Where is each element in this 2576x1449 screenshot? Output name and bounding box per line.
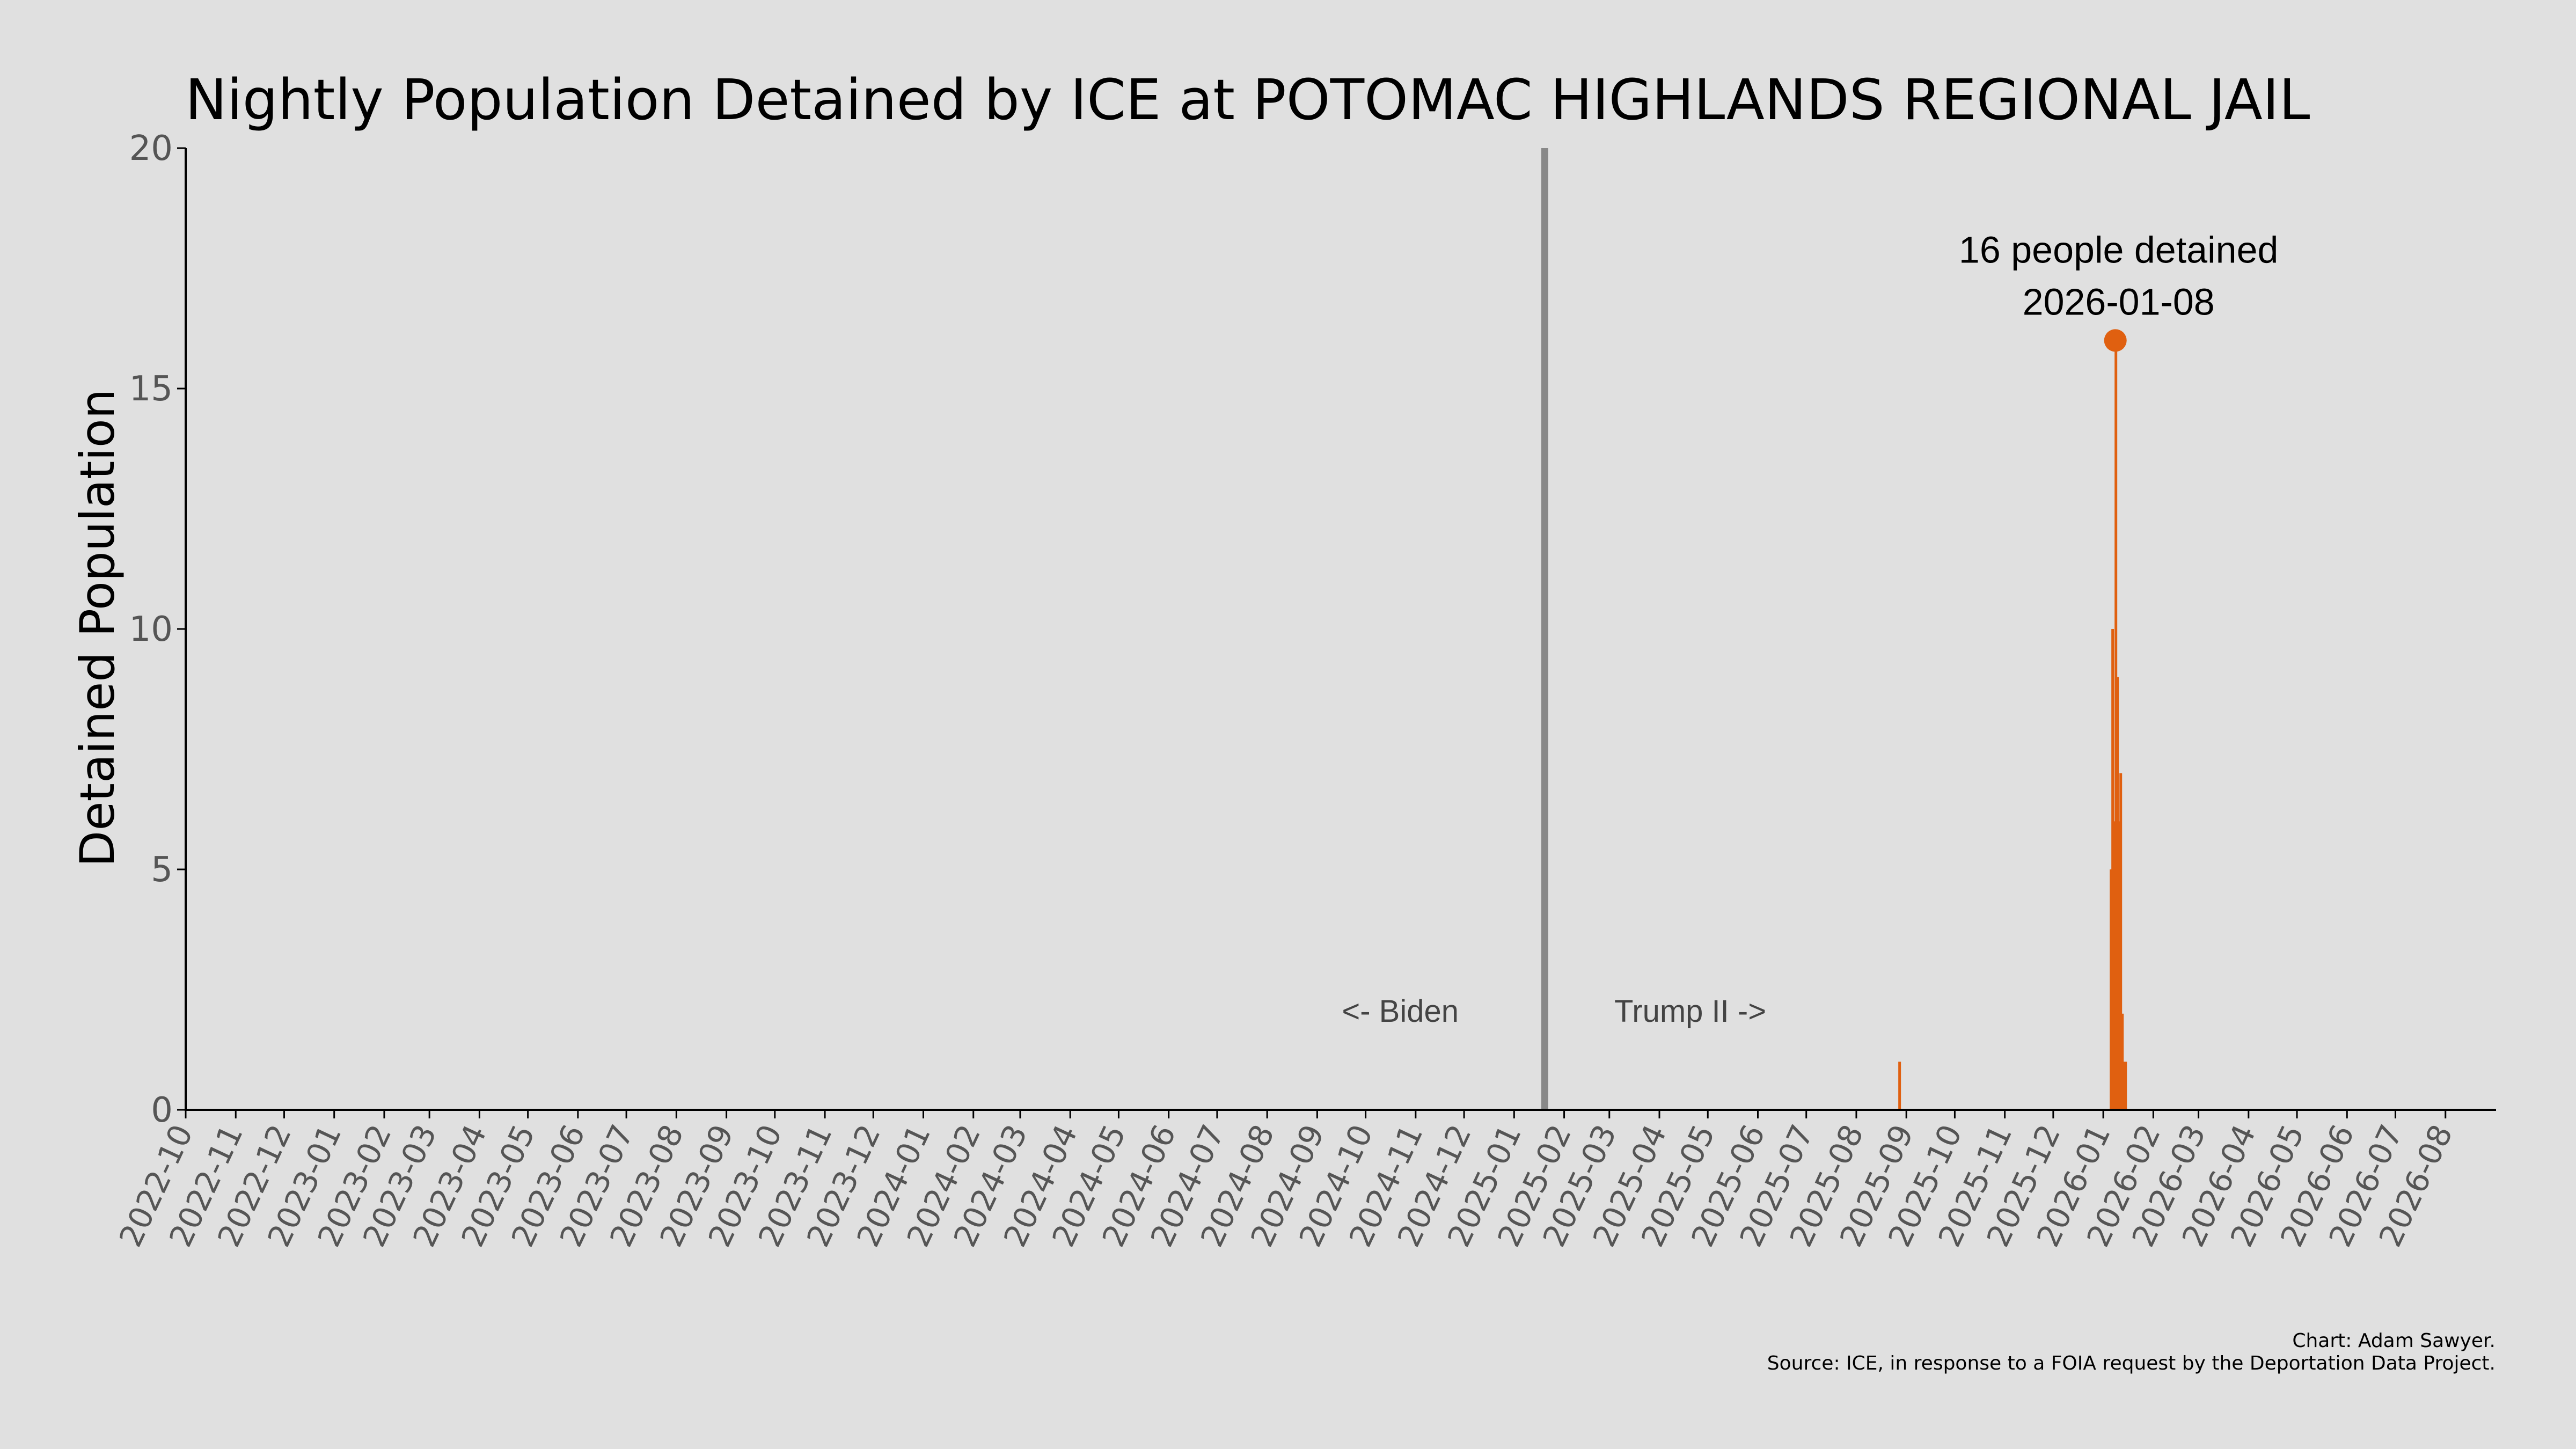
bar (2118, 821, 2121, 1110)
y-ticks: 0 5 10 15 20 (129, 129, 186, 1130)
bar (2123, 1062, 2126, 1110)
bar (2113, 821, 2116, 1110)
bars-layer (1898, 340, 2127, 1110)
credit-author: Chart: Adam Sawyer. (2292, 1330, 2496, 1352)
bar (2116, 677, 2119, 1110)
bar (2114, 340, 2118, 1110)
y-tick-label: 0 (151, 1091, 173, 1130)
chart-title: Nightly Population Detained by ICE at PO… (185, 67, 2310, 133)
x-ticks: 2022-102022-112022-122023-012023-022023-… (112, 1110, 2460, 1253)
y-tick-label: 5 (151, 850, 173, 890)
y-tick-label: 20 (129, 129, 173, 169)
peak-layer: 16 people detained 2026-01-08 (1959, 229, 2279, 352)
y-axis-label: Detained Population (70, 389, 125, 867)
trump-annotation: Trump II -> (1614, 994, 1766, 1029)
y-tick-label: 15 (129, 369, 173, 409)
bar (2124, 1062, 2127, 1110)
bar (2111, 629, 2114, 1110)
biden-annotation: <- Biden (1342, 994, 1459, 1029)
bar (2110, 869, 2113, 1110)
credit-source: Source: ICE, in response to a FOIA reque… (1767, 1352, 2496, 1374)
peak-label-count: 16 people detained (1959, 229, 2279, 270)
bar (2121, 1013, 2124, 1110)
bar (1898, 1062, 1901, 1110)
peak-label-date: 2026-01-08 (2023, 281, 2215, 323)
bar (2119, 773, 2123, 1110)
plot-area: 0 5 10 15 20 2022-102022-112022-122023-01202… (112, 129, 2496, 1253)
y-tick-label: 10 (129, 610, 173, 649)
peak-marker (2104, 329, 2127, 352)
